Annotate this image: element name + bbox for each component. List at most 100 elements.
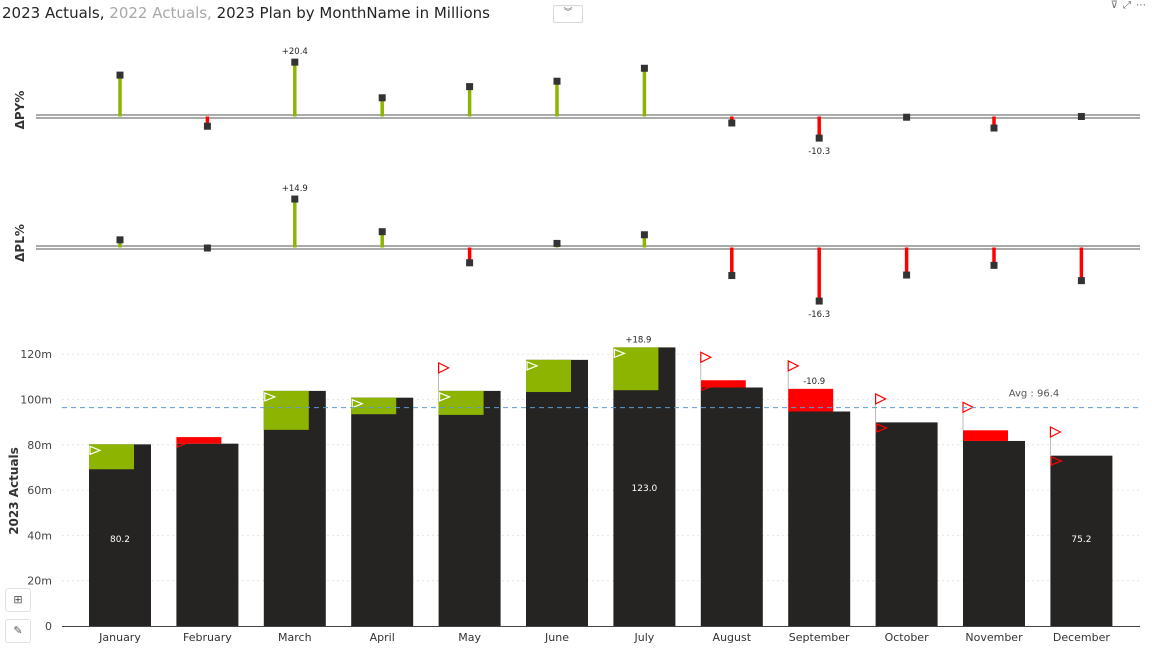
actual-bar [89,444,151,626]
variance-pin-head [466,259,474,267]
plan-flag-icon [875,392,887,405]
variance-pin-head [1077,277,1085,285]
actual-bar [875,422,938,626]
x-tick-label: August [713,631,752,644]
actual-bar [963,440,1025,626]
actual-bar [700,387,763,626]
y-tick-label: 40m [27,529,52,542]
variance-pin-head [903,271,911,279]
actual-bar [176,443,239,626]
variance-box [351,397,397,415]
plan-flag-icon [89,445,102,456]
plan-flag-icon [963,431,976,442]
actual-bar [351,397,414,626]
visual-header-icons: ⊽ ⤢ ⋯ [1111,0,1146,11]
plan-flag-icon [176,438,190,448]
average-label: Avg : 96.4 [1009,389,1060,400]
variance-pin-head [466,83,474,91]
x-tick-label: December [1053,631,1111,644]
x-tick-label: April [370,631,395,644]
variance-pin-head [378,228,386,236]
variance-label: +18.9 [625,335,651,345]
plan-flag-icon [1050,456,1064,466]
variance-pin-head [203,122,211,130]
variance-pin-head [728,272,736,280]
y-tick-label: 120m [20,348,52,361]
x-tick-label: June [544,631,569,644]
actual-bar [1050,455,1113,626]
x-tick-label: November [965,631,1023,644]
x-tick-label: February [183,631,232,644]
variance-data-label: +14.9 [282,184,308,194]
y-tick-label: 80m [27,439,52,452]
x-tick-label: January [98,631,141,644]
bar-data-label: 75.2 [1071,535,1091,545]
plan-flag-icon [351,398,364,409]
x-tick-label: July [634,631,655,644]
focus-mode-icon[interactable]: ⤢ [1123,0,1131,11]
plan-flag-icon [613,348,627,359]
actual-bar [526,359,588,626]
variance-axis-label: ΔPL% [13,224,27,262]
y-tick-label: 100m [20,394,52,407]
plan-flag-icon [787,359,800,372]
edit-pencil-icon: ✎ [13,624,23,637]
plan-flag-icon [438,361,450,374]
edit-button[interactable]: ✎ [5,619,31,643]
y-tick-label: 20m [27,575,52,588]
plan-flag-icon [1049,426,1062,438]
variance-box [963,430,1008,441]
variance-pin-head [640,231,648,239]
y-axis-title: 2023 Actuals [7,447,21,535]
x-tick-label: March [278,631,312,644]
variance-box [613,347,659,391]
plan-flag-icon [526,360,539,371]
expand-header-button[interactable]: ︾ [553,5,583,23]
variance-pin-head [291,58,299,66]
variance-pin-head [553,239,561,247]
plan-flag-icon [788,389,801,400]
filter-icon[interactable]: ⊽ [1110,0,1118,11]
title-series-previous: 2022 Actuals, [104,4,212,22]
actual-bar [438,390,501,626]
variance-pin-head [728,119,736,127]
variance-box [176,437,222,444]
plan-flag-icon [439,392,452,402]
variance-pin-head [553,77,561,85]
bar-data-label: 123.0 [632,484,658,494]
variance-pin-head [903,113,911,121]
variance-pin-head [815,134,823,142]
y-tick-label: 0 [45,620,52,633]
variance-box [263,390,309,430]
actual-bar [263,390,326,626]
variance-axis-label: ΔPY% [13,91,27,130]
variance-pin-head [1077,113,1085,120]
table-view-button[interactable]: ⊞ [5,588,31,612]
variance-pin-head [990,261,998,269]
x-tick-label: September [789,631,850,644]
table-view-icon: ⊞ [13,593,23,606]
variance-data-label: -16.3 [808,310,830,320]
variance-data-label: +20.4 [282,47,308,57]
variance-box [526,359,571,393]
chevron-double-down-icon: ︾ [563,8,573,18]
plan-flag-icon [700,351,713,364]
bar-data-label: 80.2 [110,535,130,545]
variance-pin-head [640,64,648,72]
variance-label: -10.9 [803,377,825,387]
variance-pin-head [116,71,124,79]
variance-data-label: -10.3 [808,147,830,157]
variance-pin-head [116,236,124,244]
variance-pin-head [291,195,299,203]
more-options-icon[interactable]: ⋯ [1136,0,1146,11]
actual-bar [613,347,676,626]
variance-box [700,380,746,388]
variance-pin-head [815,297,823,305]
title-series-actual: 2023 Actuals, [2,4,105,22]
plan-flag-icon [701,381,714,392]
x-tick-label: May [458,631,481,644]
variance-pin-head [203,244,211,252]
variance-pin-head [990,124,998,132]
plan-flag-icon [264,392,277,402]
